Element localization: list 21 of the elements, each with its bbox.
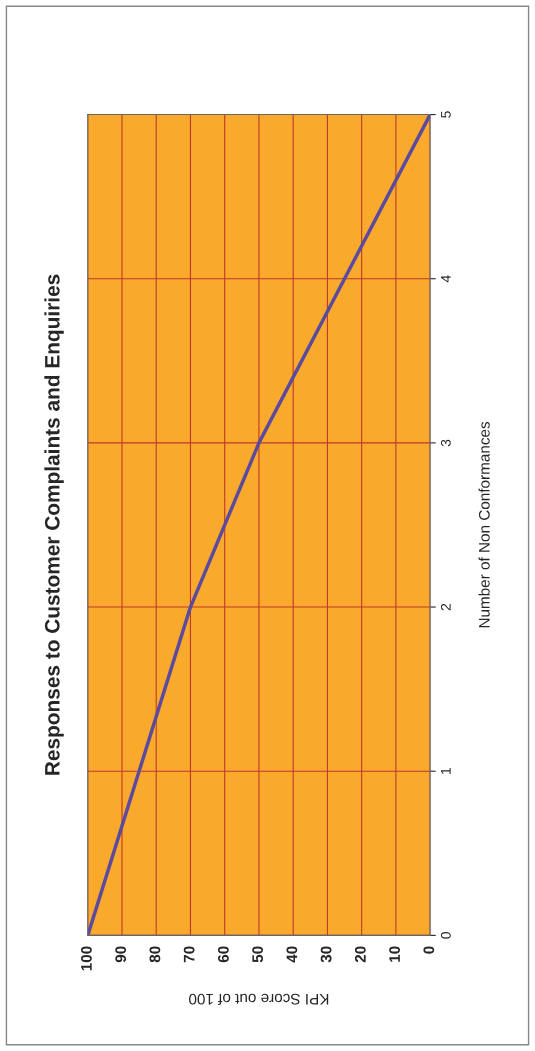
text: Responses to Customer Complaints and Enquiries xyxy=(44,274,64,775)
x-tick-label: 80 xyxy=(149,946,161,963)
x-tick-label: 100 xyxy=(81,946,92,971)
x-tick-label: 60 xyxy=(217,946,229,963)
x-tick-label: 30 xyxy=(320,946,332,963)
y-axis-title: Number of Non Conformances xyxy=(478,421,490,628)
y-tick-label: 2 xyxy=(440,603,451,611)
x-tick-label: 0 xyxy=(423,946,435,954)
y-tick-label: 0 xyxy=(440,932,451,939)
y-tick-label: 3 xyxy=(440,439,451,447)
x-tick-label: 90 xyxy=(115,946,127,963)
x-tick-label: 50 xyxy=(252,946,264,963)
line-series xyxy=(87,114,431,936)
y-tick-label: 1 xyxy=(441,768,451,775)
x-tick-label: 40 xyxy=(286,946,298,963)
x-axis-title: KPI Score out of 100 xyxy=(189,993,329,1005)
x-tick-label: 70 xyxy=(183,946,195,963)
x-tick-label: 20 xyxy=(354,946,366,963)
y-tick-label: 4 xyxy=(441,275,451,283)
y-tick-label: 5 xyxy=(441,111,451,118)
x-tick-label: 10 xyxy=(389,946,400,962)
